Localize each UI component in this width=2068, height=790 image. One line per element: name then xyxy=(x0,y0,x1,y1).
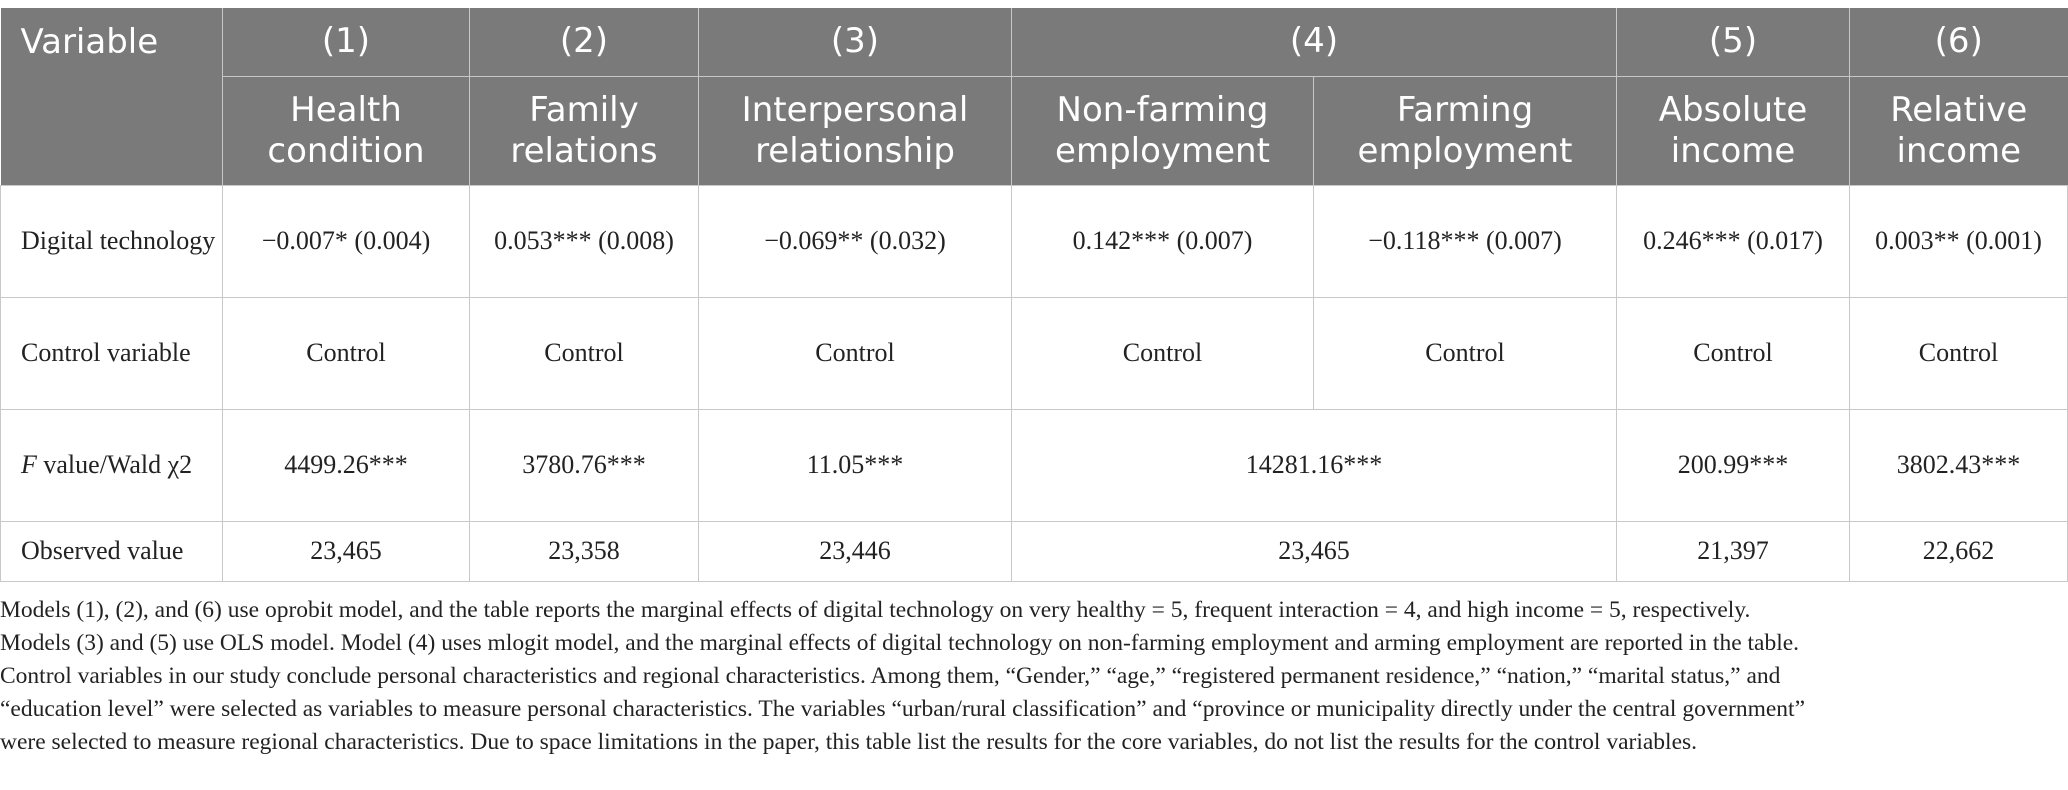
table-cell: Control xyxy=(1312,296,1618,410)
row-label-f-value: F value/Wald χ2 xyxy=(0,408,223,522)
table-cell: 23,358 xyxy=(469,520,699,582)
note-line: were selected to measure regional charac… xyxy=(0,728,1698,755)
table-cell: Control xyxy=(1849,296,2068,410)
table-cell: −0.007* (0.004) xyxy=(222,184,470,298)
table-cell: Control xyxy=(1616,296,1851,410)
header-model-6: (6) xyxy=(1849,8,2068,77)
header-outcome-health: Health condition xyxy=(222,76,470,186)
note-line: “education level” were selected as varia… xyxy=(0,695,1806,722)
header-variable: Variable xyxy=(0,8,223,186)
row-label-control-variable: Control variable xyxy=(0,296,223,410)
row-label-digital-technology: Digital technology xyxy=(0,184,223,298)
header-row-outcomes: Health condition Family relations Interp… xyxy=(1,76,2068,186)
table-cell: Control xyxy=(469,296,699,410)
table-cell: 3802.43*** xyxy=(1849,408,2068,522)
table-cell: 200.99*** xyxy=(1616,408,1851,522)
table-cell: 0.142*** (0.007) xyxy=(1011,184,1314,298)
table-cell: −0.118*** (0.007) xyxy=(1312,184,1618,298)
header-row-models: Variable (1) (2) (3) (4) (5) (6) xyxy=(0,8,2068,186)
note-line: Models (3) and (5) use OLS model. Model … xyxy=(0,629,1800,656)
table-cell: 23,446 xyxy=(698,520,1012,582)
table-cell: Control xyxy=(698,296,1012,410)
table-cell: 0.246*** (0.017) xyxy=(1616,184,1851,298)
table-cell: Control xyxy=(1011,296,1314,410)
table-cell: 0.003** (0.001) xyxy=(1849,184,2068,298)
header-outcome-farming: Farming employment xyxy=(1313,76,1618,186)
table-row-control-variable: Control variable Control Control Control… xyxy=(0,296,2068,410)
regression-results-table: Variable (1) (2) (3) (4) (5) (6) Health … xyxy=(0,8,2068,582)
table-row-f-value: F value/Wald χ2 4499.26*** 3780.76*** 11… xyxy=(0,408,2068,522)
table-cell: 0.053*** (0.008) xyxy=(469,184,699,298)
table-cell: −0.069** (0.032) xyxy=(698,184,1012,298)
row-label-observed-value: Observed value xyxy=(0,520,223,582)
header-outcome-relative-income: Relative income xyxy=(1849,76,2068,186)
note-line: Models (1), (2), and (6) use oprobit mod… xyxy=(0,596,1751,623)
results-table-figure: Variable (1) (2) (3) (4) (5) (6) Health … xyxy=(0,8,2068,759)
header-model-2: (2) xyxy=(469,8,699,77)
table-cell: 4499.26*** xyxy=(222,408,470,522)
table-cell: 23,465 xyxy=(222,520,470,582)
table-notes: Models (1), (2), and (6) use oprobit mod… xyxy=(0,594,2066,759)
header-model-4: (4) xyxy=(1011,8,1618,77)
table-cell: 22,662 xyxy=(1849,520,2068,582)
table-cell: 21,397 xyxy=(1616,520,1851,582)
header-model-3: (3) xyxy=(698,8,1012,77)
table-row-observed-value: Observed value 23,465 23,358 23,446 23,4… xyxy=(0,520,2068,582)
table-cell: 14281.16*** xyxy=(1010,408,1618,522)
table-cell: 3780.76*** xyxy=(469,408,699,522)
table-row-digital-technology: Digital technology −0.007* (0.004) 0.053… xyxy=(0,184,2068,298)
header-outcome-nonfarming: Non-farming employment xyxy=(1011,76,1314,186)
table-cell: 11.05*** xyxy=(698,408,1012,522)
table-cell: Control xyxy=(222,296,470,410)
f-value-label-rest: value/Wald χ2 xyxy=(36,450,193,479)
header-model-1: (1) xyxy=(222,8,470,77)
header-outcome-absolute-income: Absolute income xyxy=(1616,76,1851,186)
note-line: Control variables in our study conclude … xyxy=(0,662,1781,689)
table-cell: 23,465 xyxy=(1010,520,1618,582)
header-outcome-interpersonal: Interpersonal relationship xyxy=(698,76,1012,186)
header-outcome-family: Family relations xyxy=(469,76,699,186)
header-model-5: (5) xyxy=(1616,8,1851,77)
f-symbol: F xyxy=(21,450,37,479)
